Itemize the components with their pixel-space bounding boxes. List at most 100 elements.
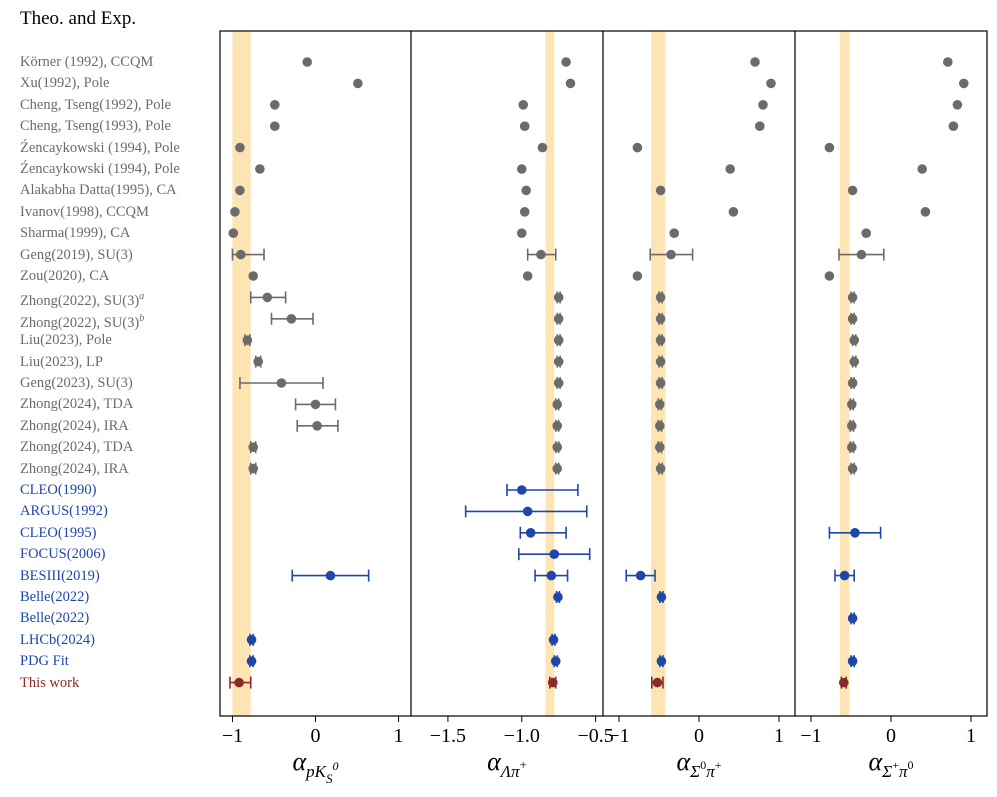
data-point: [518, 100, 529, 110]
row-label-text: Alakabha Datta(1995), CA: [20, 182, 177, 199]
data-point: [553, 592, 563, 602]
data-point: [655, 356, 666, 367]
row-label-text: CLEO(1995): [20, 524, 97, 541]
data-point: [353, 78, 363, 89]
data-point: [235, 185, 245, 196]
row-label: Cheng, Tseng(1992), Pole: [20, 97, 171, 113]
row-label: Zhong(2024), TDA: [20, 439, 133, 455]
row-label-text: Geng(2019), SU(3): [20, 246, 133, 263]
data-point: [847, 442, 857, 453]
data-point: [943, 57, 953, 67]
data-point: [920, 207, 931, 217]
data-point: [516, 164, 527, 174]
data-point: [255, 164, 265, 174]
row-label: Ivanov(1998), CCQM: [20, 204, 149, 220]
data-point: [635, 570, 646, 581]
data-point: [522, 271, 533, 281]
row-label: CLEO(1995): [20, 525, 97, 541]
x-axis-label: αΣ+π0: [868, 747, 913, 781]
row-label-text: Körner (1992), CCQM: [20, 54, 154, 70]
row-label-text: Sharma(1999), CA: [20, 225, 131, 242]
data-point: [270, 100, 280, 110]
row-label-text: Ivanov(1998), CCQM: [20, 203, 149, 220]
x-tick-label: 0: [311, 725, 321, 747]
highlight-band: [232, 31, 251, 716]
data-point: [758, 100, 768, 110]
row-label: ARGUS(1992): [20, 503, 108, 519]
chart-title: Theo. and Exp.: [20, 8, 137, 29]
row-labels: Körner (1992), CCQM Xu(1992), Pole Cheng, …: [20, 0, 220, 797]
data-point: [728, 207, 739, 217]
data-point: [632, 142, 643, 153]
row-label-text: LHCb(2024): [20, 631, 95, 648]
x-tick-label: −1: [800, 725, 821, 747]
row-label-text: Zhong(2024), TDA: [20, 396, 134, 413]
data-point: [861, 228, 871, 238]
row-label: Zhong(2022), SU(3)a: [20, 289, 144, 309]
row-label: BESIII(2019): [20, 568, 100, 584]
data-point: [235, 142, 245, 153]
data-point: [521, 185, 531, 196]
row-label: Cheng, Tseng(1993), Pole: [20, 118, 171, 134]
data-point: [248, 463, 259, 474]
x-tick-label: 1: [774, 725, 784, 747]
row-label-text: Źencaykowski (1994), Pole: [20, 161, 180, 177]
data-point: [656, 656, 667, 666]
data-point: [655, 314, 666, 324]
data-point: [766, 78, 776, 89]
x-axis-label: αpKS0: [293, 747, 339, 786]
data-point: [228, 228, 239, 238]
data-point: [230, 207, 240, 217]
row-label-text: Zhong(2022), SU(3): [20, 314, 140, 331]
data-point: [235, 249, 246, 260]
data-point: [655, 335, 666, 346]
row-label: CLEO(1990): [20, 482, 97, 498]
data-point: [561, 57, 571, 67]
data-point: [655, 185, 666, 196]
data-point: [312, 421, 322, 431]
row-label-text: ARGUS(1992): [20, 503, 108, 520]
data-point: [253, 356, 263, 367]
data-point: [516, 485, 527, 495]
data-point: [310, 399, 321, 410]
data-point: [246, 635, 257, 645]
data-point: [666, 249, 676, 260]
x-tick-label: −1.5: [430, 725, 466, 747]
data-point: [655, 442, 665, 453]
x-tick-label: −0.5: [577, 725, 613, 747]
data-point: [847, 399, 857, 410]
row-label-text: Zou(2020), CA: [20, 268, 110, 284]
row-label: Alakabha Datta(1995), CA: [20, 182, 177, 198]
data-point: [669, 228, 679, 238]
row-label-text: Zhong(2024), IRA: [20, 460, 129, 477]
data-point: [655, 463, 666, 474]
row-label: LHCb(2024): [20, 632, 95, 648]
row-label-text: Zhong(2024), IRA: [20, 417, 129, 434]
highlight-band: [545, 31, 555, 716]
data-point: [525, 528, 536, 538]
x-tick-label: 0: [694, 725, 704, 747]
data-point: [839, 570, 850, 581]
row-label: Liu(2023), Pole: [20, 332, 112, 348]
data-point: [850, 528, 860, 538]
data-point: [849, 356, 859, 367]
data-point: [655, 421, 665, 431]
data-point: [847, 463, 858, 474]
row-label-text: Zhong(2024), TDA: [20, 439, 134, 456]
row-label: Zou(2020), CA: [20, 268, 109, 284]
data-point: [750, 57, 760, 67]
x-tick-label: 0: [886, 725, 896, 747]
data-point: [849, 335, 859, 346]
x-tick-label: −1: [222, 725, 243, 747]
data-point: [548, 635, 559, 645]
data-point: [839, 677, 849, 688]
data-point: [632, 271, 643, 281]
data-point: [856, 249, 867, 260]
row-label: Zhong(2024), IRA: [20, 418, 129, 434]
data-point: [522, 506, 533, 517]
row-label: Belle(2022): [20, 610, 89, 626]
data-point: [553, 335, 564, 346]
highlight-band: [651, 31, 666, 716]
x-tick-label: 1: [394, 725, 404, 747]
